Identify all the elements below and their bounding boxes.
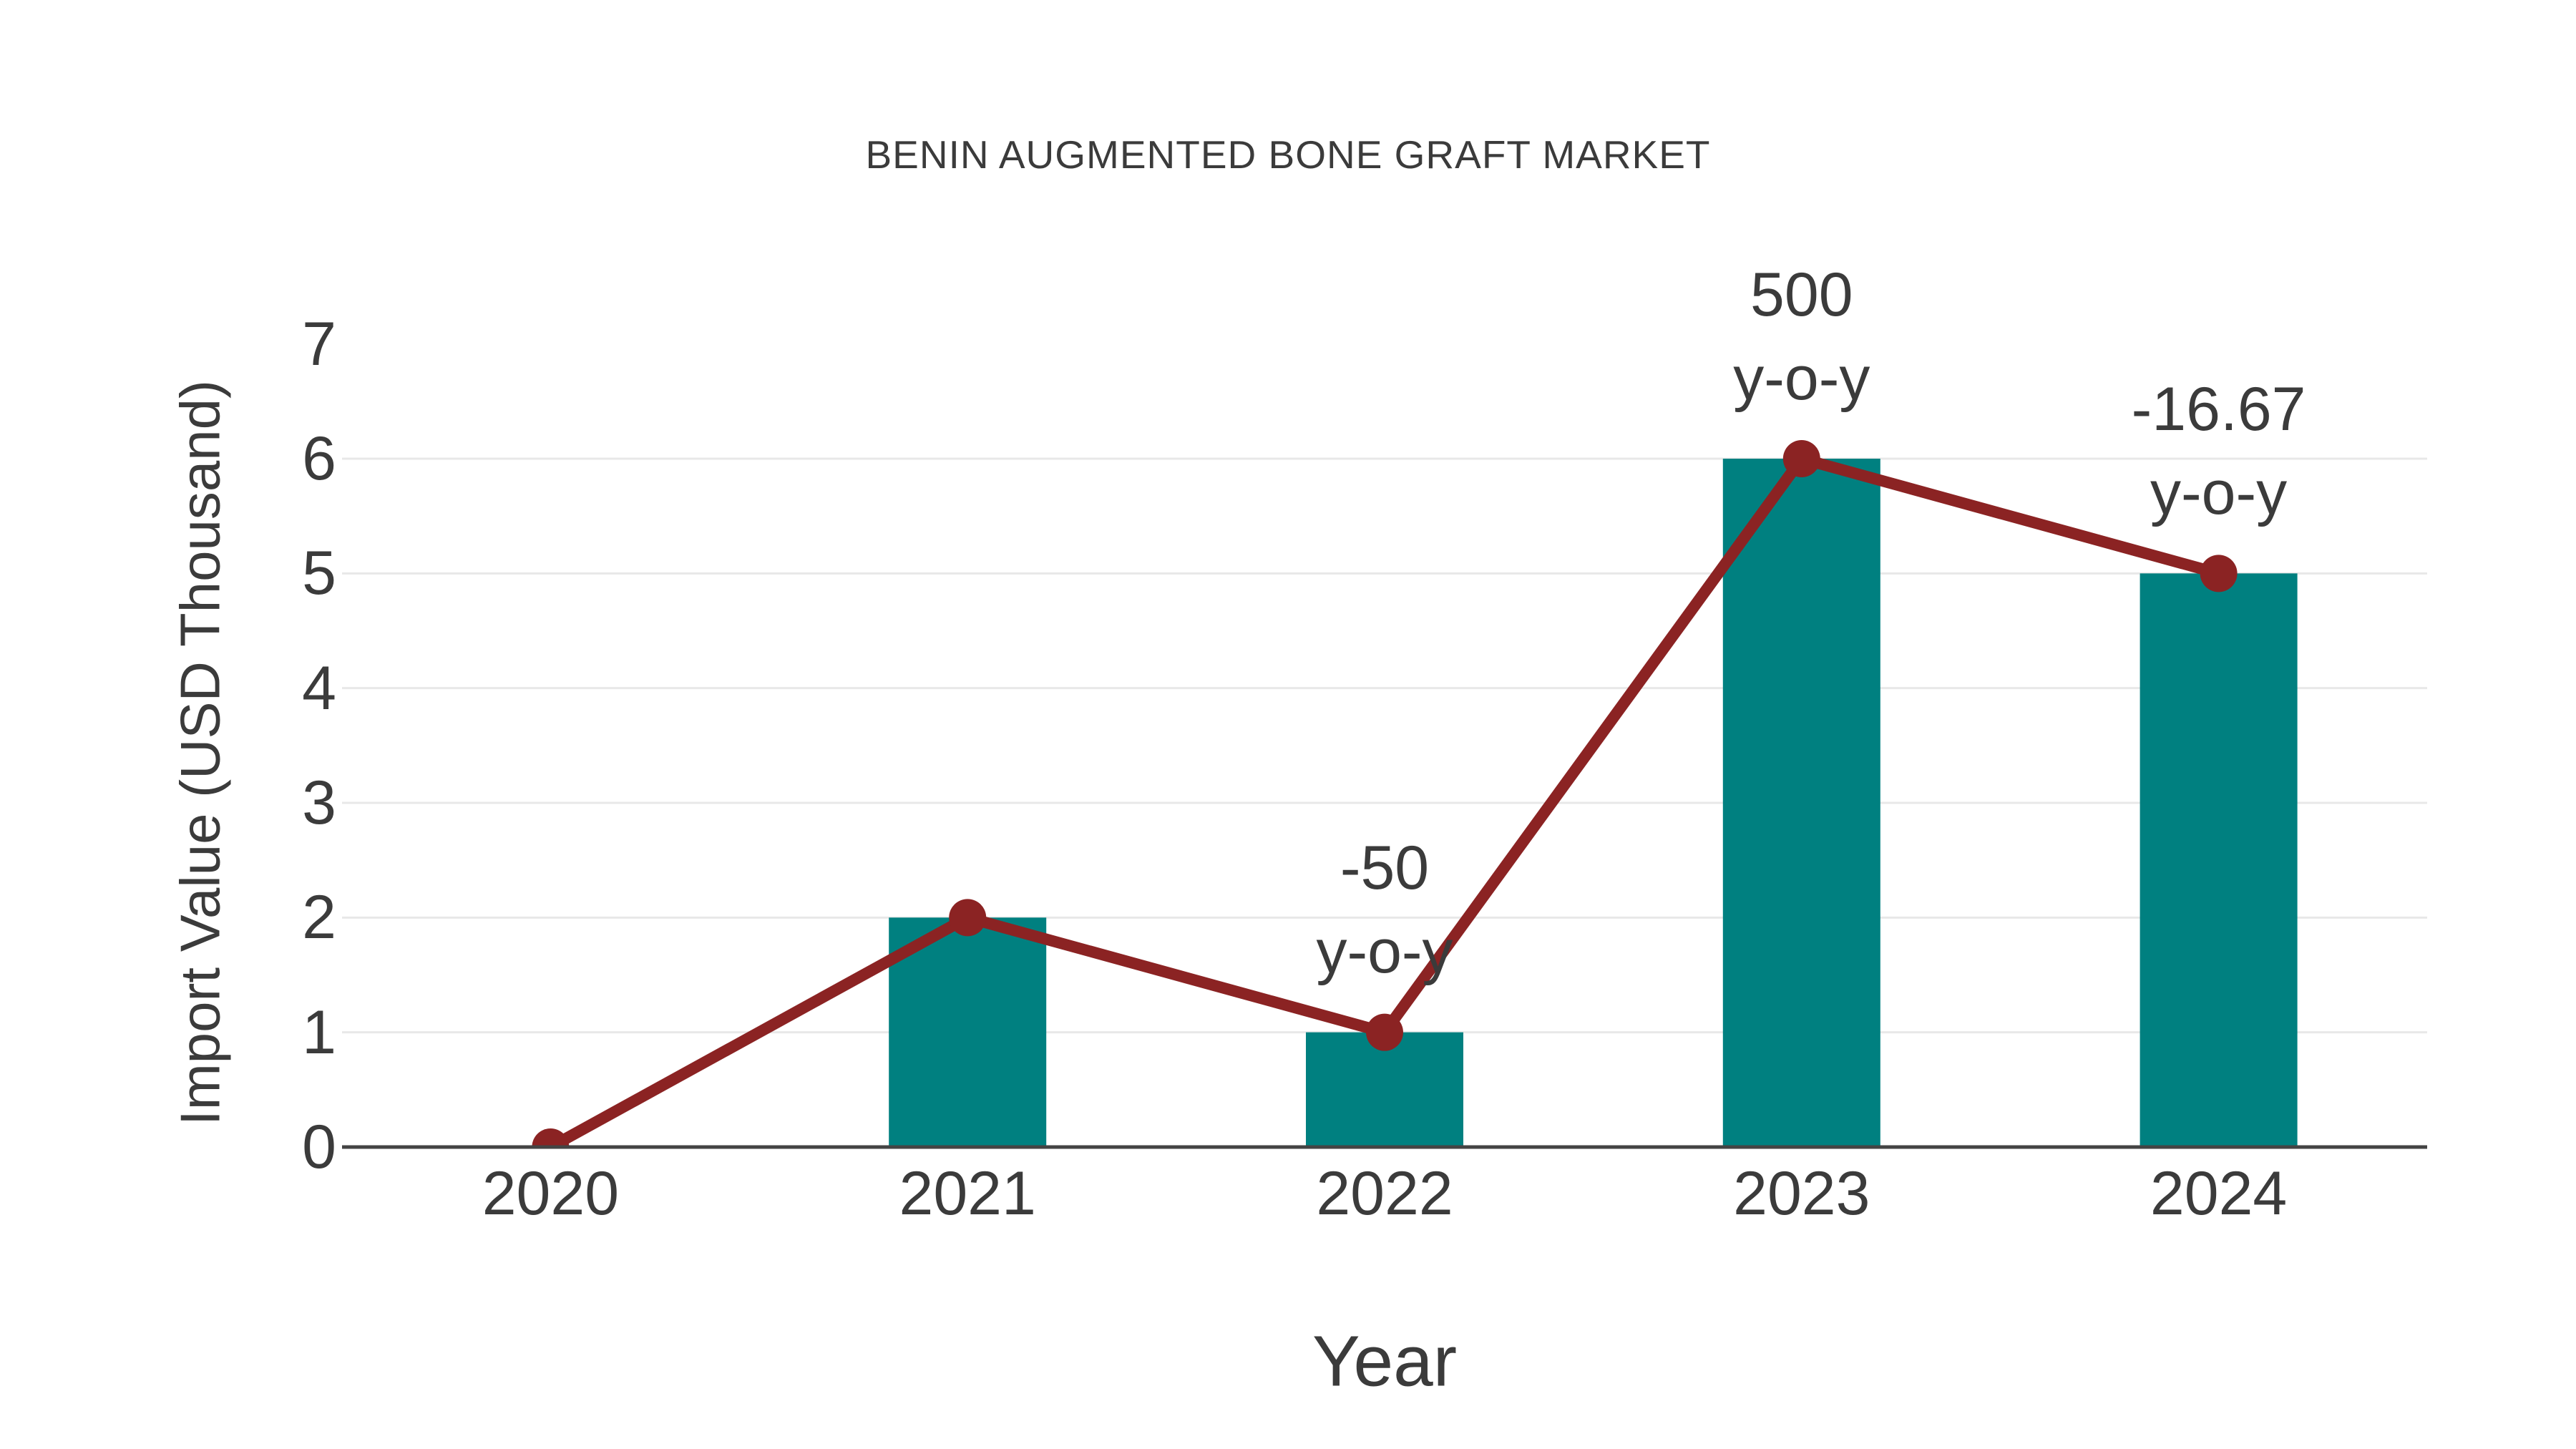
- bar-2023: [1722, 459, 1880, 1146]
- annotation-2022-line-2: y-o-y: [1316, 917, 1453, 987]
- x-tick-label-2022: 2022: [1316, 1159, 1453, 1228]
- bar-2022: [1306, 1032, 1463, 1146]
- x-tick-label-2024: 2024: [2150, 1159, 2288, 1228]
- marker-2021: [949, 899, 987, 937]
- annotation-2024-line-2: y-o-y: [2150, 458, 2288, 527]
- annotation-2023-line-1: 500: [1750, 260, 1853, 329]
- annotation-2023-line-2: y-o-y: [1733, 343, 1870, 413]
- bar-2021: [889, 917, 1047, 1146]
- chart-title: BENIN AUGMENTED BONE GRAFT MARKET: [865, 132, 1711, 177]
- annotation-2022-line-1: -50: [1340, 834, 1430, 903]
- plot-content: [342, 440, 2427, 1146]
- y-tick-label-6: 6: [302, 424, 336, 494]
- x-axis-title: Year: [1312, 1321, 1458, 1402]
- annotation-2023: 500 y-o-y: [1587, 253, 2016, 421]
- y-tick-label-3: 3: [302, 769, 336, 837]
- y-tick-label-0: 0: [302, 1113, 336, 1181]
- marker-2023: [1782, 440, 1820, 478]
- y-tick-label-2: 2: [302, 883, 336, 952]
- x-tick-label-2021: 2021: [899, 1159, 1036, 1228]
- marker-2020: [532, 1128, 570, 1146]
- y-tick-label-5: 5: [302, 539, 336, 608]
- annotation-2024-line-1: -16.67: [2131, 374, 2306, 444]
- y-tick-label-1: 1: [302, 997, 336, 1067]
- y-tick-label-4: 4: [302, 653, 336, 723]
- annotation-2022: -50 y-o-y: [1170, 826, 1599, 994]
- x-tick-label-2023: 2023: [1733, 1159, 1870, 1228]
- annotation-2024: -16.67 y-o-y: [2004, 368, 2434, 535]
- marker-2022: [1366, 1013, 1403, 1051]
- y-tick-label-7: 7: [302, 309, 336, 379]
- marker-2024: [2200, 555, 2238, 592]
- bar-2024: [2140, 573, 2298, 1146]
- x-tick-label-2020: 2020: [482, 1159, 620, 1228]
